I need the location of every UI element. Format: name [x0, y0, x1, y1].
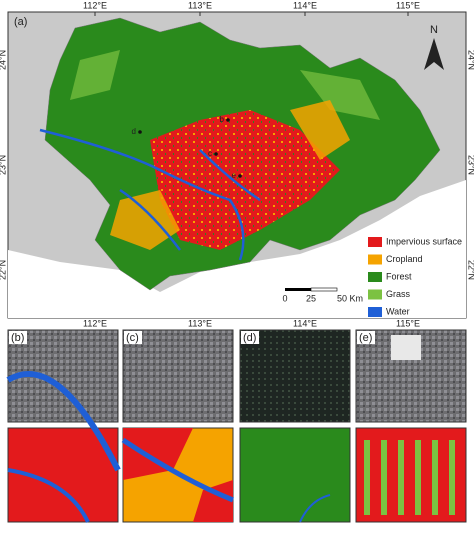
panel-label: (e) [359, 332, 372, 344]
grass-strip [449, 440, 455, 515]
latitude-label: 22°N [467, 260, 474, 280]
scale-bar [310, 287, 338, 292]
legend-swatch [368, 307, 382, 317]
impervious [123, 428, 233, 522]
latitude-label: 24°N [0, 50, 7, 70]
longitude-label: 113°E [188, 0, 212, 10]
water [7, 468, 90, 523]
grass-patches [70, 50, 380, 120]
cropland-patches [110, 100, 350, 250]
sea [8, 180, 466, 318]
site-label: c [208, 149, 212, 158]
legend-swatch [368, 254, 382, 265]
latitude-label: 22°N [0, 260, 7, 280]
grass-strip [398, 440, 404, 515]
panel-label: (b) [11, 332, 24, 344]
panel-label: (c) [126, 332, 139, 344]
satellite-image [239, 329, 351, 423]
longitude-label: 115°E [396, 318, 420, 328]
label-bg [357, 331, 375, 344]
building [391, 335, 421, 360]
longitude-label: 114°E [293, 318, 317, 328]
north-arrow [424, 38, 444, 70]
grass-strip [432, 440, 438, 515]
site-marker [138, 130, 142, 134]
grass-strip [364, 440, 370, 515]
legend-label: Forest [386, 271, 412, 281]
water [299, 494, 331, 523]
site-marker [214, 152, 218, 156]
latitude-label: 24°N [467, 50, 474, 70]
legend-swatch [368, 272, 382, 282]
legend-label: Water [386, 306, 410, 316]
water [121, 437, 234, 503]
longitude-label: 114°E [293, 0, 317, 10]
label-bg [9, 331, 27, 344]
satellite-image [122, 329, 234, 423]
rivers [39, 128, 261, 261]
scale-label: 0 [282, 293, 287, 303]
scale-label: 25 [306, 293, 316, 303]
legend-swatch [368, 289, 382, 300]
label-bg [124, 331, 142, 344]
classification-map [239, 427, 351, 523]
classification-map [355, 427, 467, 523]
longitude-label: 113°E [188, 318, 212, 328]
legend-label: Cropland [386, 254, 423, 264]
scale-label: 50 Km [337, 293, 363, 303]
panel-label: (d) [243, 332, 256, 344]
site-label: d [132, 127, 136, 136]
north-label: N [430, 24, 438, 36]
site-marker [226, 118, 230, 122]
grass-strip [381, 440, 387, 515]
scale-bar [285, 288, 311, 291]
legend-label: Impervious surface [386, 236, 462, 246]
legend-swatch [368, 237, 382, 247]
site-label: b [220, 115, 225, 124]
panel-a: (a) N 0 25 50 Km [7, 11, 467, 319]
panel-label: (a) [14, 16, 27, 28]
urban-core [150, 110, 340, 250]
latitude-label: 23°N [467, 155, 474, 175]
legend-label: Grass [386, 289, 411, 299]
label-bg [241, 331, 259, 344]
longitude-label: 112°E [83, 318, 107, 328]
longitude-label: 112°E [83, 0, 107, 10]
water [6, 371, 121, 472]
longitude-label: 115°E [396, 0, 420, 10]
site-marker [238, 174, 242, 178]
grass-strip [415, 440, 421, 515]
latitude-label: 23°N [0, 155, 7, 175]
site-label: e [232, 171, 237, 180]
